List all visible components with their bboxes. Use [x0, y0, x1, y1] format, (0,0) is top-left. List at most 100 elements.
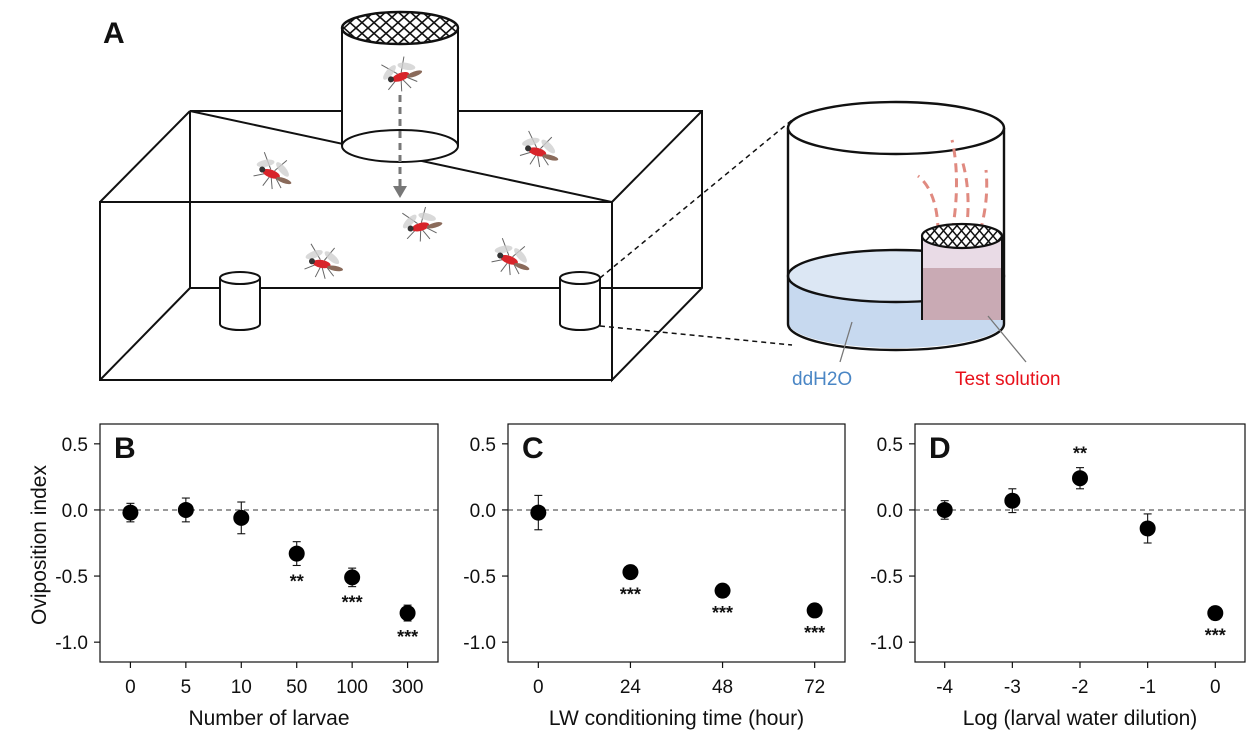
panel-a: A	[99, 10, 1061, 390]
mesh-line	[935, 224, 961, 248]
panel-d-chart: D 0.5 0.0 -0.5 -1.0 -4 -3 -2 -1 0 Log (larval wate…	[870, 423, 1246, 730]
data-point	[1004, 492, 1021, 509]
zoomed-cup: ddH2O Test solution	[786, 100, 1061, 390]
ddh2o-label: ddH2O	[792, 369, 852, 390]
mosquito-icon	[491, 238, 530, 276]
cage-box	[99, 110, 703, 383]
y-tick-label: -0.5	[55, 567, 88, 588]
y-tick-label: -1.0	[55, 633, 88, 654]
ddh2o-leader	[839, 321, 853, 363]
y-tick-label: -0.5	[870, 567, 903, 588]
mesh-line	[371, 12, 413, 44]
significance-label: ***	[397, 627, 418, 647]
mesh-line	[455, 12, 458, 44]
zoom-line-top	[599, 119, 793, 279]
panel-letter: B	[114, 432, 136, 465]
mesh-line	[962, 224, 988, 248]
significance-label: ***	[620, 585, 641, 605]
panel-a-letter: A	[103, 17, 125, 50]
mesh-line	[359, 12, 401, 44]
x-axis-label: LW conditioning time (hour)	[549, 707, 804, 730]
significance-label: ***	[712, 603, 733, 623]
mesh-line	[395, 12, 437, 44]
release-arrow-head	[393, 186, 407, 198]
x-tick-label: 72	[804, 677, 825, 698]
data-point	[344, 569, 361, 586]
mesh-line	[922, 224, 943, 248]
y-tick-label: 0.0	[877, 501, 903, 522]
data-point	[530, 504, 547, 521]
mosquitoes	[253, 56, 559, 279]
mosquito-icon	[304, 243, 343, 279]
x-tick-label: 0	[1210, 677, 1221, 698]
significance-label: ***	[804, 623, 825, 643]
test-cup-mesh-lid	[920, 222, 1004, 250]
y-tick-label: 0.0	[62, 501, 88, 522]
y-axis-title: Oviposition index	[28, 465, 51, 625]
data-point	[714, 582, 731, 599]
data-point	[1207, 605, 1224, 622]
x-tick-label: -1	[1139, 677, 1156, 698]
x-tick-label: 10	[231, 677, 252, 698]
x-tick-label: 300	[392, 677, 424, 698]
data-point	[806, 602, 823, 619]
data-point	[233, 509, 250, 526]
test-solution-label: Test solution	[955, 369, 1061, 390]
mosquito-icon	[519, 130, 559, 168]
mesh-line	[300, 10, 340, 46]
data-point	[1139, 520, 1156, 537]
y-tick-label: -1.0	[870, 633, 903, 654]
x-tick-label: 24	[620, 677, 642, 698]
mesh-line	[953, 224, 979, 248]
cage-front-face	[99, 201, 613, 381]
mosquito-icon	[253, 152, 292, 190]
mesh-line	[383, 12, 425, 44]
significance-label: **	[290, 571, 304, 591]
panel-letter: C	[522, 432, 544, 465]
x-axis-label: Log (larval water dilution)	[963, 707, 1198, 730]
data-point	[1072, 470, 1088, 487]
panel-letter: D	[929, 432, 951, 465]
panel-b-chart: B 0.5 0.0 -0.5 -1.0 0 5 10 50 100 300 Number of lar…	[55, 423, 439, 730]
x-tick-label: 5	[181, 677, 192, 698]
plot-frame	[507, 423, 846, 663]
x-tick-label: 50	[286, 677, 307, 698]
y-tick-label: -1.0	[463, 633, 496, 654]
mesh-line	[455, 12, 458, 44]
mesh-line	[944, 224, 970, 248]
data-point	[936, 501, 953, 518]
ddh2o-water	[788, 276, 1004, 348]
release-cylinder	[300, 10, 460, 198]
x-tick-label: -4	[936, 677, 953, 698]
mosquito-icon	[402, 206, 443, 242]
x-tick-label: -2	[1072, 677, 1089, 698]
y-tick-label: 0.5	[470, 435, 496, 456]
zoomed-cup-rim	[786, 100, 1006, 156]
x-axis-label: Number of larvae	[188, 707, 349, 730]
mosquito-icon	[381, 56, 423, 92]
plot-frame	[99, 423, 439, 663]
y-tick-label: 0.5	[62, 435, 88, 456]
data-point	[622, 564, 639, 581]
x-tick-label: 0	[125, 677, 136, 698]
data-point	[177, 501, 194, 518]
x-tick-label: -3	[1004, 677, 1021, 698]
data-point	[122, 504, 139, 521]
y-tick-label: -0.5	[463, 567, 496, 588]
significance-label: ***	[1205, 626, 1226, 646]
cup-right	[559, 271, 601, 331]
y-tick-label: 0.5	[877, 435, 903, 456]
mesh-line	[300, 10, 340, 46]
data-point	[288, 545, 305, 562]
x-tick-label: 48	[712, 677, 733, 698]
significance-label: ***	[342, 593, 363, 613]
significance-label: **	[1073, 444, 1087, 464]
data-point	[399, 605, 416, 622]
test-solution-leader	[987, 315, 1027, 363]
y-tick-label: 0.0	[470, 501, 496, 522]
cup-left	[219, 271, 261, 331]
zoom-line-bottom	[599, 325, 793, 346]
x-tick-label: 0	[533, 677, 544, 698]
